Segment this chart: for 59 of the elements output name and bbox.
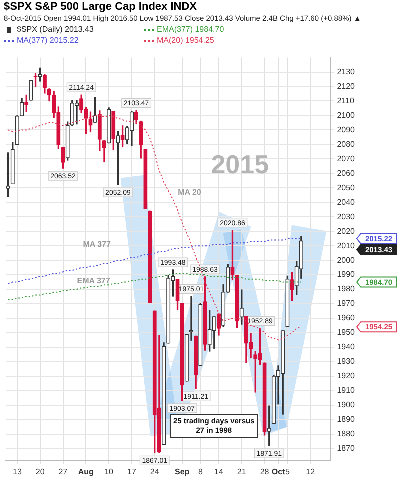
y-tick-label: 2080 xyxy=(337,140,356,149)
y-tick-label: 1980 xyxy=(337,284,356,294)
legend-label: EMA(377) 1984.70 xyxy=(157,24,224,35)
y-tick-label: 2090 xyxy=(337,125,356,134)
y-tick-label: 1970 xyxy=(337,299,356,308)
y-tick-label: 1900 xyxy=(337,400,356,410)
x-tick-label: Oct xyxy=(272,467,286,476)
x-tick-label: 10 xyxy=(104,467,114,476)
y-tick-label: 2030 xyxy=(337,212,356,222)
y-tick-label: 2050 xyxy=(337,183,356,192)
candlestick xyxy=(116,131,120,186)
y-tick-label: 1870 xyxy=(337,444,356,454)
legend-label: MA(377) 2015.22 xyxy=(17,35,79,46)
y-tick-label: 1990 xyxy=(337,270,356,280)
y-tick-label: 2120 xyxy=(337,82,356,91)
candlestick xyxy=(203,276,208,351)
x-tick-label: 14 xyxy=(214,467,224,476)
annotation: 2015 xyxy=(211,150,270,180)
y-tick-label: 2100 xyxy=(337,110,356,120)
x-tick-label: 27 xyxy=(58,467,68,476)
y-tick-label: 1920 xyxy=(337,372,356,381)
x-tick-label: 5 xyxy=(285,467,290,476)
y-tick-label: 1960 xyxy=(337,314,356,323)
y-tick-label: 2000 xyxy=(337,256,356,265)
y-tick-label: 2070 xyxy=(337,154,356,164)
annotation: MA 20 xyxy=(178,188,202,197)
x-tick-label: 28 xyxy=(260,467,270,476)
y-tick-label: 2010 xyxy=(337,241,356,250)
y-tick-label: 1930 xyxy=(337,357,356,366)
y-tick-label: 1880 xyxy=(337,430,356,439)
y-tick-label: 2110 xyxy=(337,96,355,106)
candlestick xyxy=(176,279,180,310)
candlestick xyxy=(88,112,93,133)
y-tick-label: 2040 xyxy=(337,198,356,207)
candlestick xyxy=(74,100,80,125)
x-tick-label: 13 xyxy=(13,467,22,476)
legend-label: $SPX (Daily) 2013.43 xyxy=(17,24,94,35)
candlestick xyxy=(61,146,66,169)
chart-title: $SPX S&P 500 Large Cap Index INDX xyxy=(4,1,198,14)
annotation: MA 377 xyxy=(83,240,112,250)
x-tick-label: 24 xyxy=(150,467,160,476)
x-tick-label: Aug xyxy=(78,467,94,476)
y-tick-label: 1950 xyxy=(337,328,356,338)
candlestick xyxy=(148,210,152,304)
y-tick-label: 2060 xyxy=(337,168,356,178)
legend-label: MA(20) 1954.25 xyxy=(157,35,214,46)
x-tick-label: 21 xyxy=(237,467,247,476)
annotation: EMA 377 xyxy=(77,276,111,286)
y-tick-label: 1890 xyxy=(337,415,356,424)
x-tick-label: 12 xyxy=(306,467,316,476)
line-series xyxy=(8,238,302,284)
y-tick-label: 1940 xyxy=(337,342,356,352)
x-tick-label: 8 xyxy=(198,467,204,476)
x-tick-label: 20 xyxy=(36,467,46,476)
y-tick-label: 2020 xyxy=(337,226,356,236)
y-tick-label: 1910 xyxy=(337,386,356,396)
x-tick-label: 17 xyxy=(128,467,137,476)
x-tick-label: Sep xyxy=(175,467,190,476)
y-tick-label: 2130 xyxy=(337,67,356,76)
